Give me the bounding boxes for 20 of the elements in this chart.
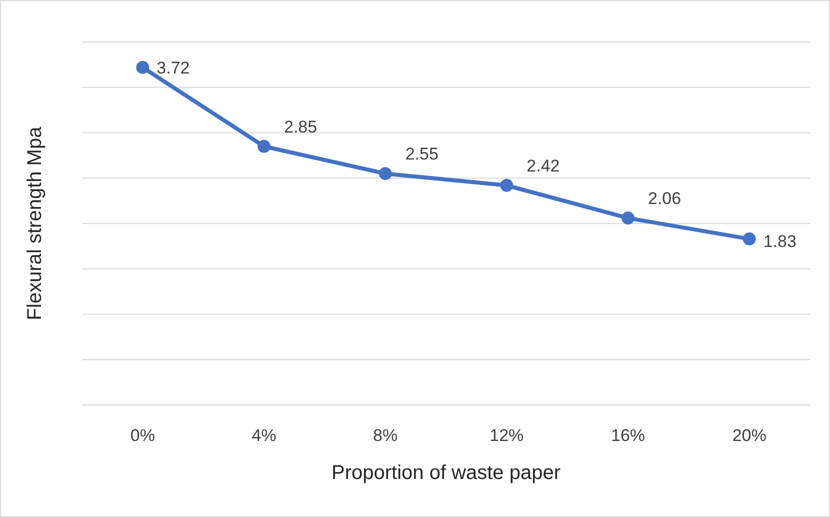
point bbox=[622, 212, 634, 225]
data-label: 3.72 bbox=[156, 58, 190, 78]
y-axis-title: Flexural strength Mpa bbox=[24, 126, 46, 320]
x-tick-label: 8% bbox=[373, 426, 398, 445]
x-tick-label: 16% bbox=[610, 426, 646, 445]
data-label: 2.85 bbox=[284, 117, 318, 136]
data-label: 2.42 bbox=[526, 156, 560, 176]
data-label: 2.06 bbox=[648, 189, 682, 208]
point bbox=[378, 167, 392, 180]
data-label: 1.83 bbox=[763, 232, 796, 251]
x-tick-label: 12% bbox=[490, 426, 524, 445]
x-tick-label: 4% bbox=[252, 426, 276, 445]
point bbox=[742, 232, 756, 246]
point bbox=[500, 178, 514, 192]
point bbox=[258, 140, 270, 153]
x-axis-title: Proportion of waste paper bbox=[331, 462, 561, 484]
data-label: 2.55 bbox=[405, 144, 438, 164]
x-tick-label: 20% bbox=[732, 426, 766, 445]
x-tick-label: 0% bbox=[130, 426, 155, 445]
point bbox=[136, 60, 150, 74]
